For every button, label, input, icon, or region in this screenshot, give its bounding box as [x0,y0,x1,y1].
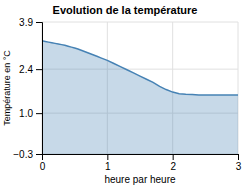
tick-mark [238,154,239,160]
tick: 3.9 [19,17,42,28]
chart: 0 1 2 3 −0.3 1.0 2.4 3.9 Evolution de la tempéra… [0,0,250,188]
axis-line [36,23,43,155]
area [42,41,238,154]
tick: 1 [105,154,111,172]
grid-line-y [42,22,238,23]
plot-area [42,41,238,154]
tick-label: 2 [170,161,176,172]
tick-label: 1 [105,161,111,172]
tick-label: 2.4 [19,64,33,75]
tick: 3 [236,154,242,172]
tick: 0 [40,154,46,172]
tick-label: 0 [40,161,46,172]
tick-label: 3 [236,161,242,172]
tick-mark [36,22,42,23]
tick-label: 3.9 [19,17,33,28]
y-axis-title: Température en °C [2,50,12,126]
title: Evolution de la température [53,4,198,16]
y-axis: −0.3 1.0 2.4 3.9 [13,17,42,160]
tick-mark [36,113,42,114]
tick-mark [36,154,42,155]
axis-line [43,155,239,161]
tick: 2.4 [19,64,42,75]
tick-mark [173,154,174,160]
tick-mark [107,154,108,160]
tick-label: 1.0 [19,108,33,119]
tick: 2 [170,154,176,172]
x-axis: 0 1 2 3 [40,154,242,172]
tick: 1.0 [19,108,42,119]
grid [42,22,238,154]
x-axis-title: heure par heure [104,174,176,185]
tick-mark [36,69,42,70]
line [42,41,238,95]
tick: −0.3 [13,149,42,160]
tick-label: −0.3 [13,149,33,160]
